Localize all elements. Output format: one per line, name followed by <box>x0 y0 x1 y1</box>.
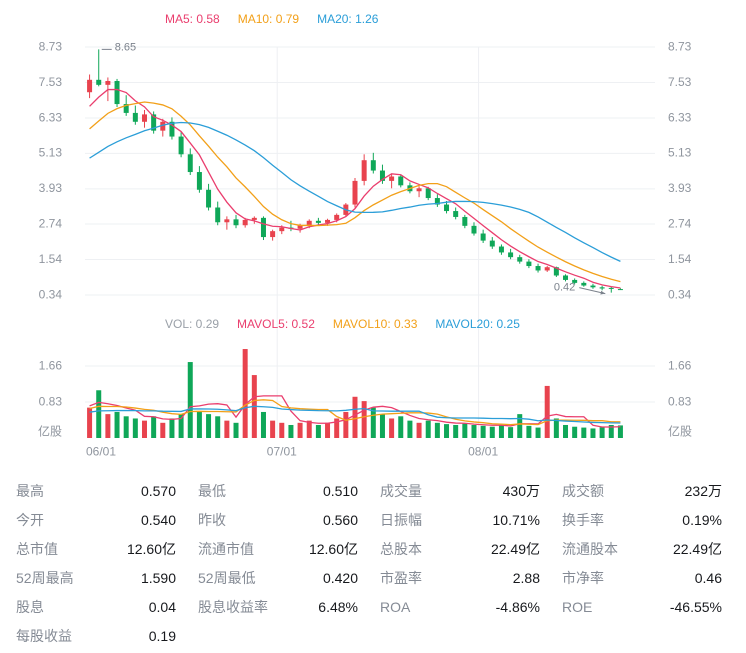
stat-cell: 换手率 0.19% <box>562 505 722 534</box>
volume-legend-row: VOL: 0.29 MAVOL5: 0.52 MAVOL10: 0.33 MAVOL2… <box>165 317 520 331</box>
stat-cell: 市净率 0.46 <box>562 563 722 592</box>
stat-label: 市净率 <box>562 569 604 586</box>
stat-label: 股息收益率 <box>198 598 268 615</box>
stat-value: 0.570 <box>140 482 176 499</box>
candlestick-volume-chart[interactable] <box>0 0 746 466</box>
stat-cell: 成交额 232万 <box>562 476 722 505</box>
stat-value: -46.55% <box>669 598 722 615</box>
stat-label: 成交量 <box>380 482 422 499</box>
ma-legend-row: MA5: 0.58 MA10: 0.79 MA20: 1.26 <box>165 12 378 26</box>
stat-label: 换手率 <box>562 511 604 528</box>
stat-value: 0.540 <box>140 511 176 528</box>
stat-value: 0.420 <box>322 569 358 586</box>
stat-label: 最低 <box>198 482 226 499</box>
stat-value: 0.46 <box>694 569 722 586</box>
stat-label: 日振幅 <box>380 511 422 528</box>
mavol5-legend: MAVOL5: 0.52 <box>237 317 315 331</box>
stat-value: 430万 <box>502 482 540 499</box>
stat-value: 1.590 <box>140 569 176 586</box>
stat-label: 总市值 <box>16 540 58 557</box>
stat-cell: 股息 0.04 <box>16 592 176 621</box>
stat-cell: 52周最低 0.420 <box>198 563 358 592</box>
stat-label: 成交额 <box>562 482 604 499</box>
stat-label: 昨收 <box>198 511 226 528</box>
stat-value: 10.71% <box>492 511 540 528</box>
stat-value: 0.04 <box>148 598 176 615</box>
stat-cell: 日振幅 10.71% <box>380 505 540 534</box>
stat-value: 2.88 <box>512 569 540 586</box>
stat-label: 股息 <box>16 598 44 615</box>
stat-value: 22.49亿 <box>672 540 722 557</box>
stat-value: 22.49亿 <box>490 540 540 557</box>
stat-value: 0.510 <box>322 482 358 499</box>
ma5-legend: MA5: 0.58 <box>165 12 220 26</box>
stat-label: 每股收益 <box>16 627 72 644</box>
stat-value: 12.60亿 <box>126 540 176 557</box>
stat-cell: 流通市值 12.60亿 <box>198 534 358 563</box>
stat-label: 52周最高 <box>16 569 74 586</box>
stat-label: ROA <box>380 598 411 615</box>
stat-cell: 股息收益率 6.48% <box>198 592 358 621</box>
stat-cell: ROE -46.55% <box>562 592 722 621</box>
vol-legend-item: VOL: 0.29 <box>165 317 220 331</box>
stat-cell: 最低 0.510 <box>198 476 358 505</box>
stat-cell: 总市值 12.60亿 <box>16 534 176 563</box>
mavol10-legend: MAVOL10: 0.33 <box>332 317 418 331</box>
stat-cell: 最高 0.570 <box>16 476 176 505</box>
stat-cell: ROA -4.86% <box>380 592 540 621</box>
stat-label: 总股本 <box>380 540 422 557</box>
stat-cell: 每股收益 0.19 <box>16 621 176 650</box>
mavol20-legend: MAVOL20: 0.25 <box>435 317 520 331</box>
stat-value: 6.48% <box>318 598 358 615</box>
stat-value: 12.60亿 <box>308 540 358 557</box>
stat-label: 流通股本 <box>562 540 618 557</box>
stat-label: 最高 <box>16 482 44 499</box>
ma20-legend: MA20: 1.26 <box>317 12 379 26</box>
stat-label: ROE <box>562 598 593 615</box>
stat-label: 52周最低 <box>198 569 256 586</box>
stat-value: 0.560 <box>322 511 358 528</box>
stats-table: 最高 0.570 最低 0.510 成交量 430万 成交额 232万今开 0.540 昨收 0.5… <box>16 476 722 650</box>
stat-cell: 52周最高 1.590 <box>16 563 176 592</box>
stat-value: -4.86% <box>495 598 540 615</box>
stat-cell: 总股本 22.49亿 <box>380 534 540 563</box>
stat-label: 流通市值 <box>198 540 254 557</box>
stat-cell: 昨收 0.560 <box>198 505 358 534</box>
stat-cell: 市盈率 2.88 <box>380 563 540 592</box>
stat-cell: 今开 0.540 <box>16 505 176 534</box>
stat-value: 0.19 <box>148 627 176 644</box>
stat-value: 0.19% <box>682 511 722 528</box>
stat-label: 市盈率 <box>380 569 422 586</box>
stat-cell: 流通股本 22.49亿 <box>562 534 722 563</box>
stat-label: 今开 <box>16 511 44 528</box>
stat-cell: 成交量 430万 <box>380 476 540 505</box>
ma10-legend: MA10: 0.79 <box>237 12 300 26</box>
stat-value: 232万 <box>684 482 722 499</box>
